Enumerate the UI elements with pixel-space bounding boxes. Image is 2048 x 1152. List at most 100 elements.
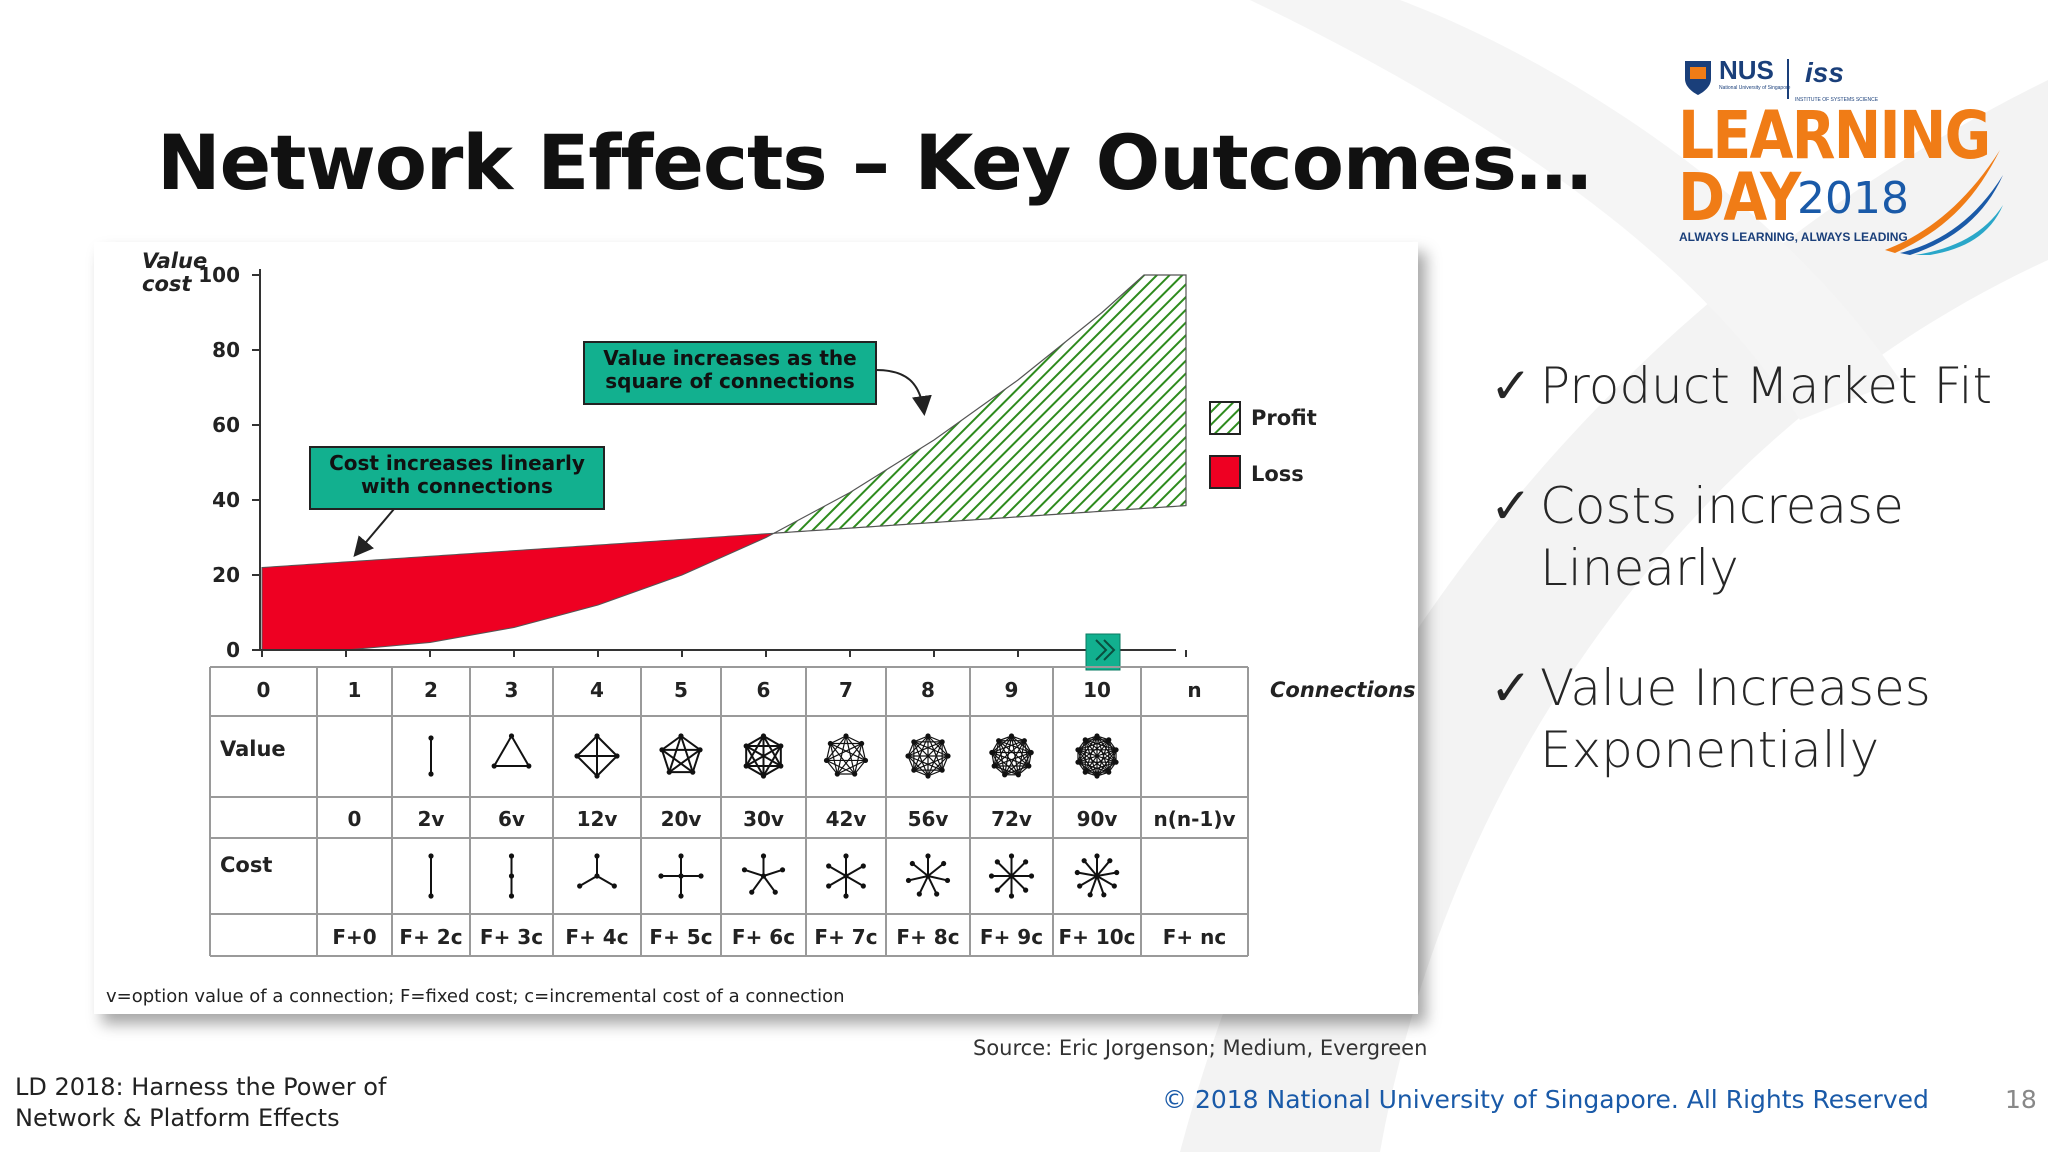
graph-node [860,883,866,889]
legend-profit-swatch [1209,401,1241,435]
graph-edge [927,875,938,895]
bullet-item: ✓ Product Market Fit [1490,355,2030,417]
graph-edge [845,875,864,887]
graph-edge [1004,740,1025,776]
graph-node [1023,887,1029,893]
slide-title: Network Effects – Key Outcomes… [157,118,1592,207]
logo-day: DAY [1678,159,1801,236]
graph-node [428,853,434,859]
graph-node [1113,747,1119,753]
graph-node [1082,737,1088,743]
graph-edge [1004,735,1013,775]
legend-loss-label: Loss [1251,462,1304,486]
value-formula: 0 [348,807,362,831]
logo-learning: LEARNING [1678,97,1991,174]
graph-edge [845,735,866,761]
graph-node [491,763,497,769]
graph-edge [744,868,764,877]
column-header: 3 [505,678,519,702]
graph-edge [762,735,782,747]
complete-graph-icon [574,733,620,779]
graph-edge [493,735,513,767]
graph-node [925,853,931,859]
graph-node [428,771,434,777]
graph-node [611,883,617,889]
column-header: 2 [424,678,438,702]
bullet-text: Product Market Fit [1540,357,1993,415]
swoosh-icon [1885,150,2003,255]
graph-edge [908,875,929,882]
graph-edge [1077,749,1110,773]
graph-node [916,891,922,897]
graph-node [1094,733,1100,739]
graph-node [834,771,840,777]
graph-node [760,873,767,879]
graph-node [1114,869,1120,876]
graph-edge [1084,739,1110,773]
value-formula: 90v [1077,807,1118,831]
graph-node [1106,769,1112,775]
value-annotation-line-1: Value increases as the [603,346,856,370]
graph-edge [854,743,863,775]
graph-node [1113,759,1119,765]
graph-edge [845,865,864,877]
graph-edge [1004,765,1030,776]
graph-node [428,735,434,741]
column-header: 0 [257,678,271,702]
graph-node [860,863,866,869]
value-arrow [875,369,932,416]
graph-edge [996,861,1013,877]
graph-node [994,887,1000,893]
graph-node [1008,733,1015,739]
graph-node [852,771,858,777]
graph-node [925,873,931,879]
column-header: 8 [921,678,935,702]
value-formula: n(n-1)v [1153,807,1235,831]
cost-formula: F+ 7c [814,925,877,949]
logo-divider [1787,59,1789,99]
footer-course-title: LD 2018: Harness the Power of Network & … [15,1072,386,1134]
graph-node [823,757,830,764]
graph-edge [1084,739,1098,777]
graph-edge [911,862,929,877]
row-label-cost: Cost [220,853,272,877]
star-graph-icon [741,853,786,895]
value-formula: 30v [743,807,784,831]
value-formula: 2v [418,807,445,831]
graph-edge [1083,860,1098,877]
graph-node [779,867,786,873]
graph-node [996,738,1002,744]
graph-edge [661,735,682,751]
graph-node [826,883,832,889]
graph-node [843,893,849,899]
value-formula: 20v [661,807,702,831]
graph-node [594,853,600,859]
graph-edge [991,752,1006,776]
graph-edge [927,862,945,877]
graph-node [989,749,995,756]
graph-node [659,747,665,753]
graph-edge [826,735,847,761]
graph-node [760,853,767,859]
graph-edge [826,760,838,775]
graph-edge [826,742,862,761]
cost-formula: F+ 3c [480,925,543,949]
graph-edge [745,735,765,747]
graph-edge [826,759,855,775]
y-axis-label-cost: cost [142,272,192,296]
graph-edge [510,735,530,767]
cost-formula: F+0 [332,925,376,949]
column-header: 9 [1005,678,1019,702]
graph-edge [927,875,948,882]
graph-edge [854,760,866,775]
column-header: 7 [839,678,853,702]
graph-node [1002,772,1008,778]
y-tick-label: 60 [212,413,240,437]
graph-node [658,873,664,879]
graph-node [925,773,931,779]
chart-areas [261,274,1187,651]
value-formula: 56v [908,807,949,831]
legend-profit-label: Profit [1251,406,1317,430]
copyright-notice: © 2018 National University of Singapore.… [1162,1085,1929,1114]
